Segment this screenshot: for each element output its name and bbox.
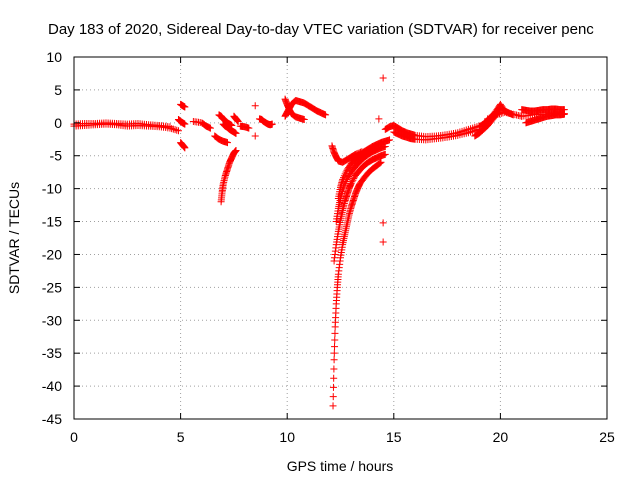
data-point xyxy=(251,102,259,110)
y-tick-label: 0 xyxy=(54,115,62,131)
y-tick-label: -10 xyxy=(42,181,62,197)
y-tick-label: -35 xyxy=(42,345,62,361)
data-point xyxy=(489,113,497,120)
data-point xyxy=(224,139,232,147)
data-point xyxy=(232,146,240,154)
data-point xyxy=(350,175,358,183)
x-tick-labels: 0 5 10 15 20 25 xyxy=(70,429,615,445)
y-tick-labels: 10 5 0 -5 -10 -15 -20 -25 -30 -35 -40 -45 xyxy=(42,49,62,427)
data-point xyxy=(490,112,498,120)
grid xyxy=(74,57,607,419)
y-tick-label: -15 xyxy=(42,214,62,230)
x-tick-label: 25 xyxy=(599,429,615,445)
data-point xyxy=(492,111,500,119)
data-point xyxy=(330,365,338,373)
data-point xyxy=(171,126,179,134)
data-point xyxy=(484,115,492,123)
data-point xyxy=(268,120,276,128)
data-point xyxy=(330,349,338,357)
data-point xyxy=(330,374,338,382)
data-point xyxy=(376,159,384,167)
data-series xyxy=(70,74,568,410)
data-point xyxy=(300,116,308,124)
data-point xyxy=(330,356,338,364)
data-point xyxy=(345,171,353,179)
data-point xyxy=(331,329,339,337)
data-point xyxy=(347,179,355,187)
data-point xyxy=(166,123,174,131)
data-point xyxy=(379,74,387,82)
y-tick-label: 10 xyxy=(46,49,62,65)
data-point xyxy=(349,176,357,184)
data-point xyxy=(485,114,493,122)
y-tick-label: -20 xyxy=(42,246,62,262)
data-point xyxy=(497,109,505,117)
data-point xyxy=(329,393,337,401)
data-point xyxy=(331,343,339,351)
data-point xyxy=(181,144,189,152)
data-point xyxy=(386,136,394,144)
data-point xyxy=(245,124,253,132)
data-point xyxy=(206,124,214,132)
data-point xyxy=(381,150,389,158)
data-point xyxy=(232,129,240,137)
data-point xyxy=(181,120,189,128)
y-tick-label: 5 xyxy=(54,82,62,98)
axis-ticks xyxy=(73,56,608,420)
x-tick-label: 20 xyxy=(493,429,509,445)
x-axis-label: GPS time / hours xyxy=(287,458,394,474)
x-tick-label: 0 xyxy=(70,429,78,445)
x-tick-label: 5 xyxy=(177,429,185,445)
data-point xyxy=(181,103,189,111)
data-point xyxy=(375,160,383,168)
y-tick-label: -30 xyxy=(42,312,62,328)
data-point xyxy=(496,110,504,118)
data-point xyxy=(560,110,568,118)
data-point xyxy=(251,132,259,140)
data-point xyxy=(329,383,337,391)
data-point xyxy=(174,127,182,135)
data-point xyxy=(329,402,337,410)
data-point xyxy=(173,126,181,134)
y-tick-label: -40 xyxy=(42,378,62,394)
data-point xyxy=(377,158,385,166)
data-point xyxy=(322,111,330,119)
data-point xyxy=(494,110,502,118)
y-tick-label: -45 xyxy=(42,411,62,427)
data-point xyxy=(348,178,356,186)
data-point xyxy=(379,219,387,227)
y-tick-label: -5 xyxy=(50,148,63,164)
data-point xyxy=(487,113,495,121)
plot-frame xyxy=(73,56,608,420)
data-point xyxy=(331,336,339,344)
data-point xyxy=(379,238,387,246)
x-tick-label: 15 xyxy=(386,429,402,445)
data-point xyxy=(234,118,242,126)
y-axis-label: SDTVAR / TECUs xyxy=(6,182,22,294)
y-tick-label: -25 xyxy=(42,279,62,295)
data-point xyxy=(375,115,383,123)
x-tick-label: 10 xyxy=(279,429,295,445)
chart-title: Day 183 of 2020, Sidereal Day-to-day VTE… xyxy=(48,21,594,38)
